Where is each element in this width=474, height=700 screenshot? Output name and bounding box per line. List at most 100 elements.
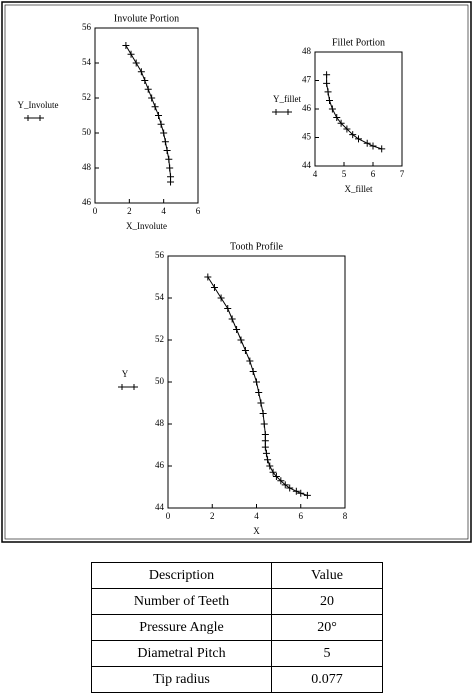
y-tick-label: 44 — [155, 502, 165, 512]
y-tick-label: 52 — [155, 334, 164, 344]
cell: Diametral Pitch — [91, 640, 272, 667]
x-tick-label: 7 — [400, 169, 405, 179]
trace-marker — [24, 115, 44, 121]
data-point — [260, 420, 268, 428]
y-tick-label: 48 — [82, 162, 92, 172]
data-point — [264, 456, 272, 464]
x-tick-label: 4 — [161, 206, 166, 216]
x-tick-label: 0 — [166, 511, 171, 521]
table-row: Number of Teeth 20 — [91, 588, 383, 615]
data-point — [204, 273, 212, 281]
cell: 0.077 — [271, 666, 383, 693]
x-axis-label: X_fillet — [345, 184, 373, 194]
data-point — [337, 119, 345, 127]
data-point — [166, 164, 174, 172]
data-point — [328, 105, 336, 113]
cell: Pressure Angle — [91, 614, 272, 641]
data-point — [228, 315, 236, 323]
data-point — [210, 284, 218, 291]
data-point — [122, 42, 130, 49]
data-point — [297, 489, 305, 497]
data-point — [161, 138, 169, 146]
data-point — [261, 437, 269, 445]
x-tick-label: 5 — [342, 169, 347, 179]
data-point — [257, 399, 265, 407]
data-point — [253, 378, 260, 386]
data-point — [132, 59, 140, 67]
x-axis-label: X — [253, 526, 260, 536]
data-point — [148, 94, 156, 102]
trace-marker — [118, 384, 138, 390]
data-point — [262, 449, 270, 457]
trace-marker — [272, 109, 292, 115]
plot-area — [94, 27, 199, 204]
x-tick-label: 2 — [210, 511, 215, 521]
chart-title: Tooth Profile — [230, 241, 283, 252]
data-point — [259, 410, 267, 417]
y-tick-label: 54 — [82, 57, 92, 67]
data-point — [343, 125, 351, 133]
data-point — [167, 178, 175, 186]
y-tick-label: 46 — [155, 460, 165, 470]
data-point — [237, 336, 245, 344]
y-tick-label: 47 — [302, 75, 312, 85]
table-header: Description Value — [91, 562, 383, 589]
data-point — [269, 468, 277, 476]
y-tick-label: 48 — [155, 418, 165, 428]
data-point — [137, 68, 145, 76]
data-point — [144, 85, 152, 93]
cell: 20 — [271, 588, 383, 615]
data-point — [160, 129, 168, 137]
data-point — [249, 368, 257, 375]
y-tick-label: 50 — [155, 376, 165, 386]
header-cell: Value — [271, 562, 383, 589]
data-line — [326, 74, 382, 150]
data-point — [266, 462, 274, 470]
y-tick-label: 52 — [82, 92, 91, 102]
data-point — [255, 389, 263, 396]
data-point — [261, 431, 269, 438]
x-tick-label: 8 — [343, 511, 348, 521]
x-tick-label: 6 — [196, 206, 201, 216]
y-tick-label: 48 — [302, 46, 312, 56]
y-tick-label: 45 — [302, 132, 312, 142]
cell: 5 — [271, 640, 383, 667]
y-tick-label: 50 — [82, 127, 92, 137]
data-point — [272, 473, 280, 480]
x-tick-label: 6 — [371, 169, 376, 179]
y-tick-label: 56 — [155, 250, 165, 260]
data-point — [233, 326, 241, 333]
y-tick-label: 54 — [155, 292, 165, 302]
y-tick-label: 46 — [82, 197, 92, 207]
x-axis-label: X_Involute — [126, 221, 167, 231]
data-point — [241, 347, 249, 354]
cell: 20° — [271, 614, 383, 641]
data-point — [286, 484, 294, 492]
table-row: Diametral Pitch 5 — [91, 640, 383, 667]
cell: Number of Teeth — [91, 588, 272, 615]
x-tick-label: 0 — [93, 206, 98, 216]
data-point — [165, 155, 173, 163]
data-point — [157, 120, 165, 128]
x-tick-label: 6 — [299, 511, 304, 521]
chart-title: Involute Portion — [114, 13, 179, 24]
data-line — [207, 276, 308, 496]
y-axis-label: Y — [122, 369, 129, 379]
x-tick-label: 4 — [254, 511, 259, 521]
data-point — [323, 71, 331, 79]
data-point — [277, 477, 285, 485]
data-point — [369, 142, 377, 150]
data-point — [349, 131, 357, 139]
data-point — [224, 305, 232, 312]
y-axis-label: Y_fillet — [273, 94, 301, 104]
data-line — [125, 45, 172, 182]
frame — [1, 1, 472, 543]
data-point — [127, 50, 135, 58]
data-point — [281, 481, 289, 489]
x-tick-label: 4 — [313, 169, 318, 179]
header-cell: Description — [91, 562, 272, 589]
data-point — [151, 103, 159, 111]
data-point — [246, 357, 254, 365]
table-row: Tip radius 0.077 — [91, 666, 383, 693]
